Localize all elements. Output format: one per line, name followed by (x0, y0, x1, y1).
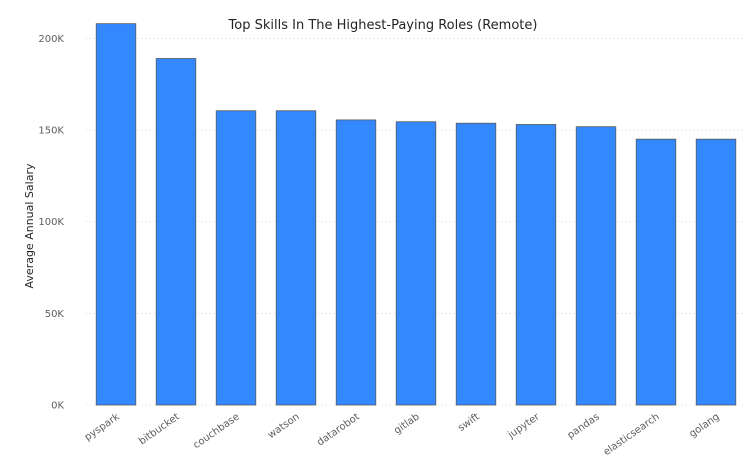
x-tick-label-pyspark: pyspark (83, 411, 122, 443)
bar-jupyter[interactable] (515, 124, 557, 406)
chart-title: Top Skills In The Highest-Paying Roles (… (228, 18, 538, 33)
bar-golang[interactable] (695, 138, 737, 406)
y-axis-title: Average Annual Salary (23, 163, 36, 288)
x-tick-label-golang: golang (688, 411, 722, 440)
x-tick-label-jupyter: jupyter (505, 411, 542, 441)
bar-couchbase[interactable] (215, 110, 257, 406)
bar-datarobot[interactable] (335, 119, 377, 406)
x-tick-label-pandas: pandas (566, 411, 602, 441)
x-tick-label-elasticsearch: elasticsearch (602, 411, 662, 457)
bar-elasticsearch[interactable] (635, 138, 677, 406)
y-tick-label: 0K (51, 401, 64, 412)
x-tick-label-bitbucket: bitbucket (137, 411, 182, 447)
y-tick-label: 100K (38, 217, 64, 228)
x-tick-label-watson: watson (266, 411, 302, 441)
x-tick-label-swift: swift (456, 411, 482, 433)
y-tick-label: 50K (45, 309, 65, 320)
x-tick-label-gitlab: gitlab (392, 411, 422, 436)
y-tick-label: 200K (38, 34, 64, 45)
bar-pandas[interactable] (575, 126, 617, 406)
bar-pyspark[interactable] (95, 23, 137, 406)
bar-swift[interactable] (455, 122, 497, 406)
x-tick-label-couchbase: couchbase (191, 411, 241, 451)
bars (95, 23, 737, 406)
bar-gitlab[interactable] (395, 121, 437, 406)
bar-watson[interactable] (275, 110, 317, 406)
x-axis-ticks: pyspark bitbucket couchbase watson datarobot… (83, 411, 722, 457)
y-tick-label: 150K (38, 126, 64, 137)
x-tick-label-datarobot: datarobot (315, 411, 361, 448)
y-axis-ticks: 0K 50K 100K 150K 200K (38, 34, 64, 412)
bar-bitbucket[interactable] (155, 58, 197, 406)
